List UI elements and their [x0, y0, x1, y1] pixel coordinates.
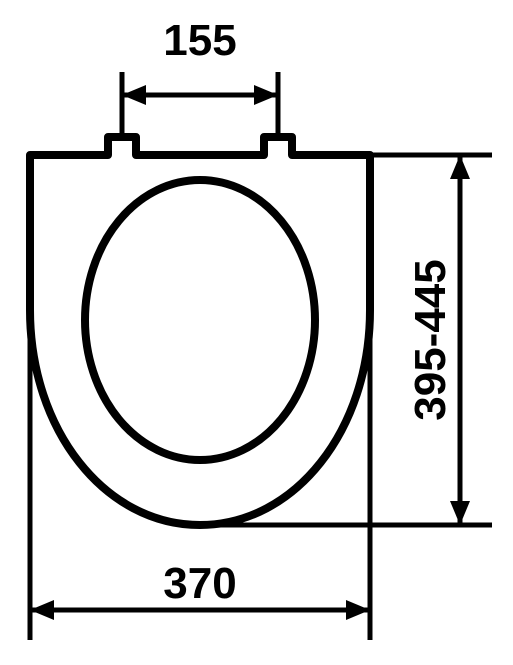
width-label: 370	[163, 559, 236, 608]
depth-label: 395-445	[406, 259, 455, 420]
seat-outer	[30, 137, 370, 525]
dimension-depth: 395-445	[200, 155, 492, 525]
dimension-width: 370	[30, 310, 370, 640]
seat-outline	[30, 137, 370, 525]
seat-inner-opening	[85, 180, 315, 460]
toilet-seat-dimension-diagram: 155 370 395-445	[0, 0, 513, 665]
hinge-spread-label: 155	[163, 16, 236, 65]
dimension-hinge-spread: 155	[122, 16, 278, 137]
